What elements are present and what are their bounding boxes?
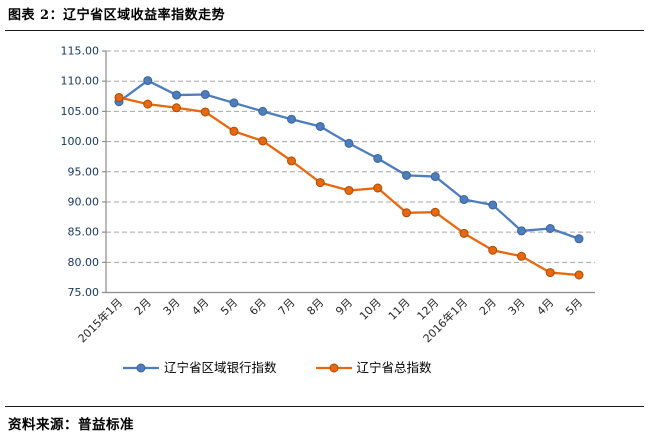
x-tick-label: 2月 [477, 296, 499, 318]
data-point-marker [430, 207, 440, 217]
y-tick-label: 100.00 [61, 135, 100, 148]
data-point-marker [172, 103, 181, 113]
data-point-marker [545, 224, 555, 234]
y-tick-label: 95.00 [68, 165, 100, 178]
data-point-marker [200, 107, 210, 117]
data-point-marker [402, 170, 411, 180]
data-point-marker [344, 185, 354, 195]
x-tick-label: 5月 [218, 296, 240, 318]
data-point-marker [172, 90, 181, 100]
y-tick-label: 80.00 [68, 256, 100, 269]
data-point-marker [229, 98, 239, 108]
x-tick-label: 2015年1月 [75, 295, 125, 345]
data-point-marker [315, 178, 325, 188]
x-tick-label: 9月 [333, 296, 355, 318]
data-point-marker [574, 270, 584, 280]
data-point-marker [258, 106, 268, 116]
x-tick-label: 2月 [132, 296, 154, 318]
legend-marker-icon [123, 363, 159, 373]
x-tick-label: 7月 [276, 296, 298, 318]
figure-title: 图表 2：辽宁省区域收益率指数走势 [8, 8, 226, 23]
y-tick-label: 110.00 [61, 75, 100, 88]
data-point-marker [517, 226, 526, 236]
data-point-marker [143, 99, 153, 109]
data-point-marker [402, 208, 411, 218]
data-point-marker [258, 136, 268, 146]
data-point-marker [459, 228, 469, 238]
y-tick-label: 115.00 [61, 45, 100, 58]
data-point-marker [344, 138, 354, 148]
chart-legend: 辽宁省区域银行指数 辽宁省总指数 [122, 360, 432, 376]
data-point-marker [200, 89, 210, 99]
y-tick-label: 105.00 [61, 105, 100, 118]
legend-item: 辽宁省总指数 [315, 360, 432, 376]
data-point-marker [574, 234, 584, 244]
x-tick-label: 3月 [506, 296, 528, 318]
data-point-marker [373, 183, 383, 193]
x-tick-label: 11月 [386, 296, 413, 323]
data-point-marker [315, 121, 325, 131]
data-point-marker [373, 153, 383, 163]
data-point-marker [287, 156, 296, 166]
legend-item: 辽宁省区域银行指数 [122, 360, 277, 376]
y-tick-label: 85.00 [68, 226, 100, 239]
data-point-marker [488, 245, 498, 255]
data-point-marker [488, 200, 498, 210]
legend-label: 辽宁省总指数 [356, 360, 432, 375]
legend-marker-icon [315, 363, 352, 373]
x-tick-label: 10月 [357, 296, 384, 323]
data-point-marker [114, 92, 124, 102]
y-tick-label: 90.00 [68, 195, 100, 208]
x-tick-label: 3月 [161, 296, 183, 318]
series-line-0 [117, 79, 581, 240]
x-tick-label: 8月 [304, 296, 326, 318]
data-point-marker [143, 76, 153, 86]
data-point-marker [459, 195, 469, 205]
data-point-marker [287, 114, 296, 124]
data-point-marker [517, 251, 526, 261]
bottom-divider [5, 406, 644, 407]
source-note: 资料来源：普益标准 [8, 417, 134, 433]
y-tick-label: 75.00 [68, 286, 100, 299]
x-tick-label: 6月 [247, 296, 269, 318]
data-point-marker [430, 172, 440, 182]
top-divider [5, 30, 644, 31]
x-tick-label: 5月 [563, 296, 585, 318]
x-tick-label: 4月 [534, 296, 556, 318]
data-point-marker [545, 268, 555, 278]
legend-label: 辽宁省区域银行指数 [164, 360, 277, 375]
data-point-marker [229, 126, 239, 136]
x-tick-label: 4月 [189, 296, 211, 318]
